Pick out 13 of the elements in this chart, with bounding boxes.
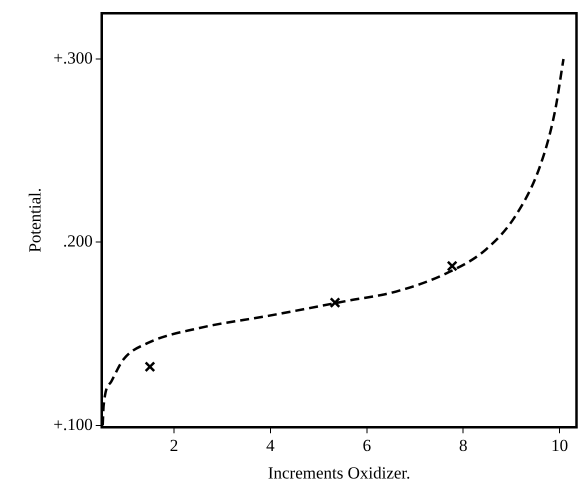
x-tick-label: 10: [551, 436, 568, 455]
point: [446, 260, 458, 272]
y-axis-title: Potential.: [26, 188, 45, 253]
x-axis-title: Increments Oxidizer.: [268, 463, 410, 482]
y-tick-label: +.100: [53, 414, 93, 434]
x-tick-label: 8: [458, 436, 468, 455]
point: [330, 297, 341, 308]
x-tick-label: 6: [362, 436, 372, 455]
x-tick-label: 4: [266, 436, 276, 455]
y-tick-label: +.300: [53, 48, 93, 68]
point: [144, 361, 156, 372]
x-tick-label: 2: [170, 436, 178, 455]
y-tick-label: .200: [62, 232, 93, 251]
